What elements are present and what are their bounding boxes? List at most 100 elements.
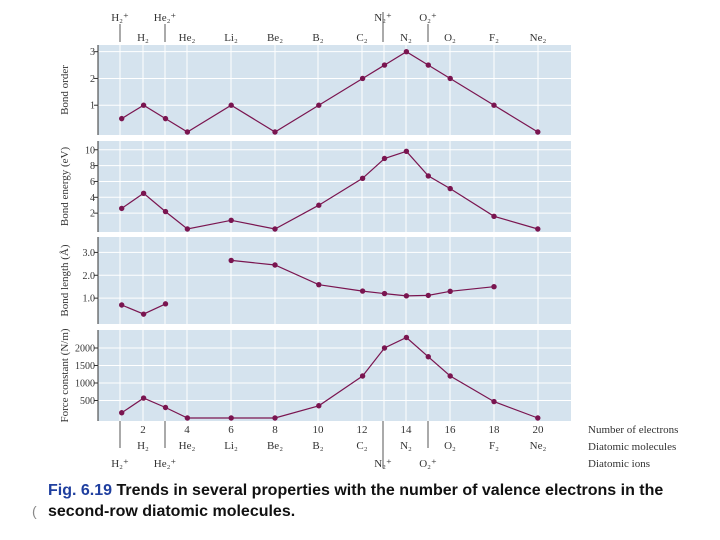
top-molecule-label: He₂ (179, 32, 196, 44)
bottom-molecule-label: Ne₂ (530, 440, 547, 452)
electron-tick-label: 16 (445, 424, 457, 436)
electron-tick-label: 20 (533, 424, 545, 436)
bottom-molecule-label: B₂ (312, 440, 323, 452)
bottom-ion-label: O₂⁺ (419, 458, 437, 470)
data-point (491, 284, 497, 290)
data-point (359, 373, 366, 379)
data-point (381, 345, 388, 351)
y-tick-label: 3.0 (83, 248, 96, 259)
data-point (447, 185, 453, 192)
legend-ions: Diatomic ions (588, 458, 650, 470)
data-point (140, 190, 147, 197)
bottom-label-bar: 2 4 6 8 10 12 14 16 18 20 H₂ He₂ Li₂ Be₂… (111, 421, 678, 470)
data-point (228, 415, 234, 421)
data-point (316, 102, 322, 108)
data-point (381, 155, 388, 162)
top-ion-label: O₂⁺ (419, 12, 437, 24)
bottom-molecule-label: C₂ (356, 440, 367, 452)
data-point (228, 217, 234, 223)
series-line (121, 336, 539, 419)
top-molecule-label: Be₂ (267, 32, 283, 44)
data-point (403, 48, 410, 55)
data-point (359, 75, 366, 82)
y-tick-label: 4 (90, 193, 95, 204)
data-point (535, 129, 541, 135)
legend-molecules: Diatomic molecules (588, 441, 676, 453)
electron-tick-label: 14 (401, 424, 413, 436)
data-point (140, 395, 147, 401)
electron-tick-label: 2 (140, 424, 146, 436)
data-point (403, 148, 410, 155)
data-point (447, 75, 453, 82)
data-point (162, 301, 169, 307)
bottom-ion-label: He₂⁺ (154, 458, 177, 470)
data-point (162, 404, 169, 411)
electron-tick-label: 4 (184, 424, 190, 436)
data-point (184, 129, 191, 135)
data-point (535, 415, 541, 421)
electron-tick-label: 8 (272, 424, 278, 436)
y-axis-label: Bond order (59, 65, 71, 115)
y-tick-label: 1000 (75, 379, 95, 390)
y-tick-label: 3 (90, 47, 95, 58)
electron-tick-label: 12 (357, 424, 368, 436)
bottom-molecule-label: N₂ (400, 440, 412, 452)
data-point (272, 226, 278, 232)
y-axis-label: Bond energy (eV) (59, 147, 71, 227)
panels: 1 2 3 Bond order 2 4 6 8 10 Bond energy (eV) 1.0 2.… (59, 45, 571, 423)
panel-background (98, 45, 571, 135)
top-molecule-label: Ne₂ (530, 32, 547, 44)
caption-figure-number: Fig. 6.19 (48, 482, 113, 499)
figure: H₂⁺ He₂⁺ N₂⁺ O₂⁺ H₂ He₂ Li₂ Be₂ B₂ C₂ N₂… (59, 12, 678, 470)
y-tick-label: 2.0 (83, 271, 96, 282)
top-label-bar: H₂⁺ He₂⁺ N₂⁺ O₂⁺ H₂ He₂ Li₂ Be₂ B₂ C₂ N₂… (111, 12, 546, 44)
data-point (162, 115, 169, 122)
top-ion-label: H₂⁺ (111, 12, 129, 24)
data-point (272, 262, 278, 268)
data-point (425, 173, 431, 179)
data-point (228, 257, 234, 264)
data-point (184, 226, 191, 232)
bottom-molecule-label: Be₂ (267, 440, 283, 452)
data-point (491, 102, 497, 108)
y-tick-label: 6 (90, 177, 95, 188)
data-point (359, 175, 366, 181)
series-line (121, 50, 539, 133)
series-line (121, 150, 538, 230)
caption-text: Trends in several properties with the nu… (48, 482, 664, 520)
data-point (316, 403, 322, 409)
data-point (381, 62, 388, 68)
bottom-molecule-label: H₂ (137, 440, 149, 452)
bottom-molecule-label: Li₂ (224, 440, 238, 452)
data-point (359, 288, 366, 294)
legend-electrons: Number of electrons (588, 424, 678, 436)
data-point (316, 281, 322, 288)
panel-background (98, 330, 571, 421)
top-molecule-label: F₂ (489, 32, 499, 44)
y-tick-label: 1500 (75, 361, 95, 372)
data-point (425, 292, 431, 299)
data-point (119, 205, 125, 212)
data-point (447, 373, 453, 379)
data-point (491, 398, 497, 405)
data-point (162, 208, 169, 215)
data-point (425, 354, 431, 360)
data-point (403, 293, 410, 299)
data-point (491, 213, 497, 220)
data-point (403, 334, 410, 341)
data-point (447, 288, 453, 294)
y-axis-label: Force constant (N/m) (59, 328, 71, 422)
data-point (119, 302, 125, 308)
bottom-ion-label: N₂⁺ (374, 458, 392, 470)
bottom-molecule-label: F₂ (489, 440, 499, 452)
y-tick-label: 2000 (75, 344, 95, 355)
bottom-ion-label: H₂⁺ (111, 458, 129, 470)
y-tick-label: 2 (90, 74, 95, 85)
y-tick-label: 2 (90, 209, 95, 220)
y-tick-label: 8 (90, 161, 95, 172)
data-point (184, 415, 191, 421)
top-molecule-label: N₂ (400, 32, 412, 44)
data-point (119, 410, 125, 416)
top-molecule-label: B₂ (312, 32, 323, 44)
y-tick-label: 500 (80, 396, 95, 407)
